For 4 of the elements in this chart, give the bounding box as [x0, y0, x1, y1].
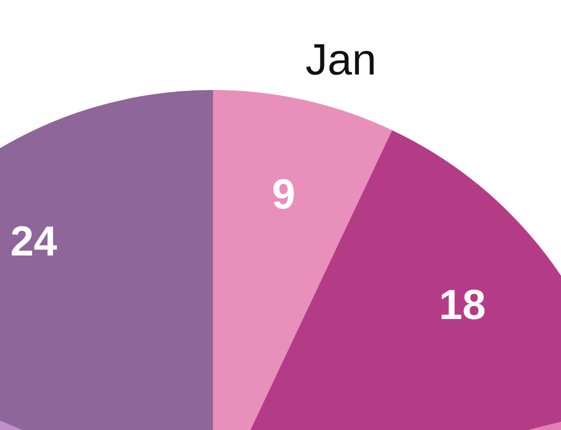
- data-label: 24: [10, 217, 58, 264]
- chart-title: Jan: [306, 36, 376, 84]
- data-label: 9: [272, 170, 296, 218]
- data-label: 18: [439, 280, 486, 328]
